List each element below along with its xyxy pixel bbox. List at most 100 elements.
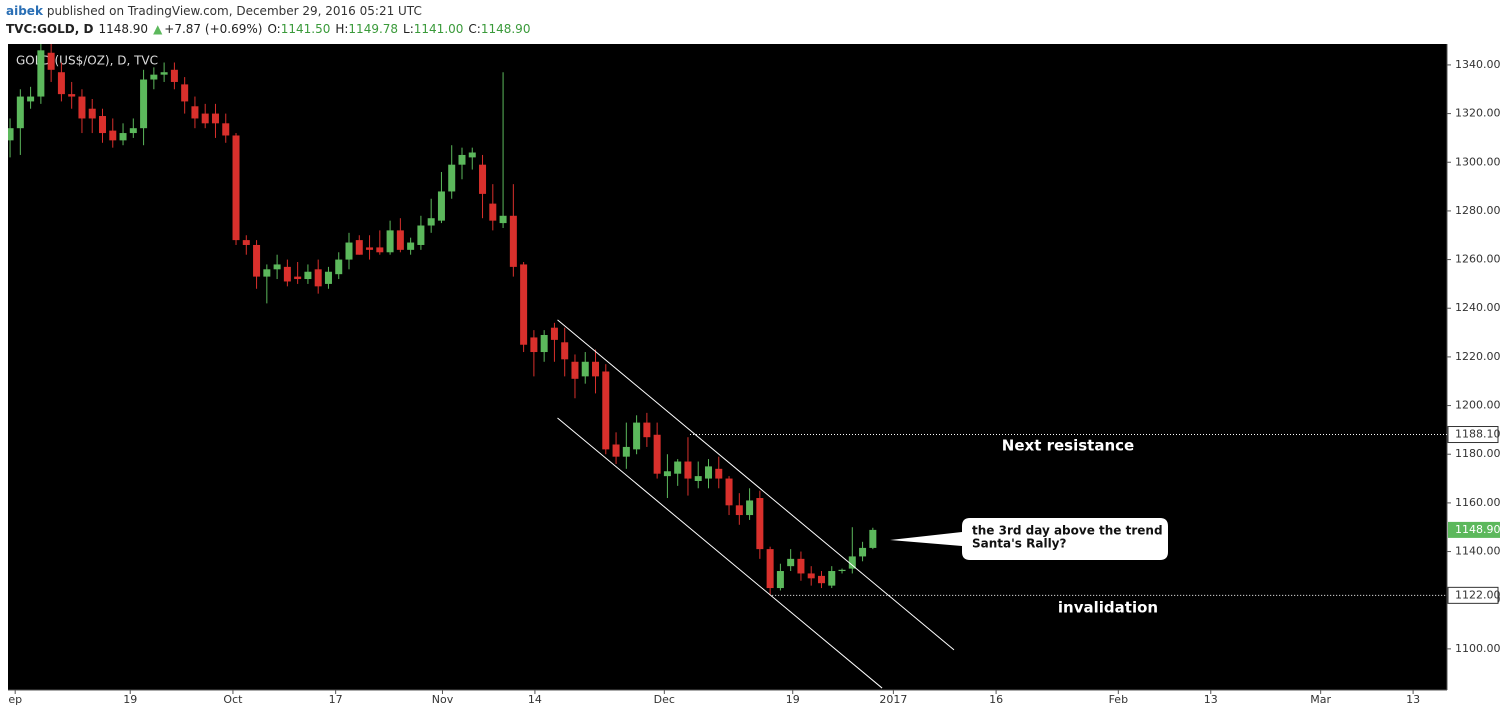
trend-line: [557, 417, 883, 689]
candle-body: [366, 247, 374, 250]
quote-value: 1141.50: [281, 22, 331, 36]
candle-body: [869, 529, 877, 548]
plot-area: [8, 44, 1447, 690]
callout-box: [890, 518, 1168, 560]
candle-body: [355, 240, 363, 255]
quote-label: L:: [403, 22, 414, 36]
candle-body: [797, 558, 805, 574]
annotation: Next resistance: [1002, 437, 1134, 455]
candle-body: [253, 244, 261, 277]
candle-body: [653, 434, 661, 474]
candle-body: [283, 266, 291, 282]
candle-body: [201, 113, 209, 124]
candle-body: [704, 466, 712, 479]
level-label: 1122.00: [1455, 588, 1501, 601]
candle-body: [612, 444, 620, 457]
y-tick-label: 1220.00: [1455, 350, 1501, 363]
candle-body: [396, 230, 404, 250]
candle-body: [386, 230, 394, 253]
candle-body: [119, 133, 127, 141]
candle-body: [150, 74, 158, 80]
candle-body: [448, 164, 456, 192]
y-tick-label: 1140.00: [1455, 545, 1501, 558]
candle-body: [479, 164, 487, 194]
quote-label: H:: [335, 22, 348, 36]
candle-body: [694, 476, 702, 481]
callout-text: Santa's Rally?: [972, 537, 1066, 551]
quote-value: 1141.00: [414, 22, 464, 36]
candle-body: [57, 72, 65, 95]
plot: [8, 44, 1447, 689]
candle-body: [807, 573, 815, 579]
candle-body: [592, 361, 600, 377]
candle-body: [273, 264, 281, 270]
candle-body: [838, 569, 846, 572]
candle-body: [776, 571, 784, 589]
candle-body: [766, 549, 774, 589]
header-line1: aibek published on TradingView.com, Decem…: [6, 4, 422, 18]
change: +7.87 (+0.69%): [164, 22, 262, 36]
candle-body: [684, 461, 692, 479]
candle-body: [16, 96, 24, 129]
candle-body: [335, 259, 343, 275]
candle-body: [499, 215, 507, 224]
last-price-label: 1148.90: [1455, 523, 1501, 536]
x-tick-label: 14: [528, 693, 542, 706]
candle-body: [540, 335, 548, 353]
price: 1148.90: [98, 22, 148, 36]
candle-body: [242, 240, 250, 245]
x-tick-label: Nov: [432, 693, 454, 706]
x-tick-label: ep: [8, 693, 22, 706]
level-label-box: [1447, 586, 1499, 604]
candle-body: [324, 271, 332, 284]
candle-body: [509, 215, 517, 267]
candle-body: [520, 264, 528, 345]
candle-body: [170, 69, 178, 82]
y-tick-label: 1240.00: [1455, 301, 1501, 314]
candle-body: [550, 327, 558, 340]
candle-body: [417, 225, 425, 245]
candle-body: [859, 547, 867, 557]
candle-body: [458, 154, 466, 165]
candle-body: [407, 242, 415, 250]
candle-body: [78, 96, 86, 119]
y-tick-label: 1100.00: [1455, 642, 1501, 655]
candle-body: [787, 558, 795, 567]
candle-body: [88, 108, 96, 119]
candle-body: [725, 478, 733, 506]
candle-body: [211, 113, 219, 124]
candle-body: [561, 342, 569, 360]
candle-body: [294, 276, 302, 280]
candle-body: [571, 361, 579, 379]
candle-body: [8, 128, 14, 141]
candle-body: [98, 116, 106, 134]
quote-label: O:: [267, 22, 280, 36]
x-tick-label: Feb: [1109, 693, 1128, 706]
candle-body: [746, 500, 754, 516]
level-label: 1188.10: [1455, 428, 1501, 441]
candle-body: [581, 361, 589, 377]
last-price-box: [1448, 521, 1500, 538]
candle-body: [160, 72, 168, 75]
symbol: TVC:GOLD, D: [6, 22, 93, 36]
y-tick-label: 1320.00: [1455, 107, 1501, 120]
candle-body: [468, 152, 476, 158]
candle-body: [663, 471, 671, 477]
chart-title: GOLD (US$/OZ), D, TVC: [16, 54, 158, 68]
candle-body: [232, 135, 240, 241]
candle-body: [263, 269, 271, 277]
candle-body: [735, 505, 743, 516]
candle-body: [817, 575, 825, 584]
level-label-box: [1447, 426, 1499, 444]
x-tick-label: 19: [786, 693, 800, 706]
callout-text: the 3rd day above the trend: [972, 524, 1163, 538]
candle-body: [314, 269, 322, 287]
y-tick-label: 1280.00: [1455, 204, 1501, 217]
candle-body: [427, 218, 435, 226]
candle-body: [602, 371, 610, 450]
x-tick-label: 17: [329, 693, 343, 706]
x-tick-label: 19: [123, 693, 137, 706]
candle-body: [191, 106, 199, 119]
